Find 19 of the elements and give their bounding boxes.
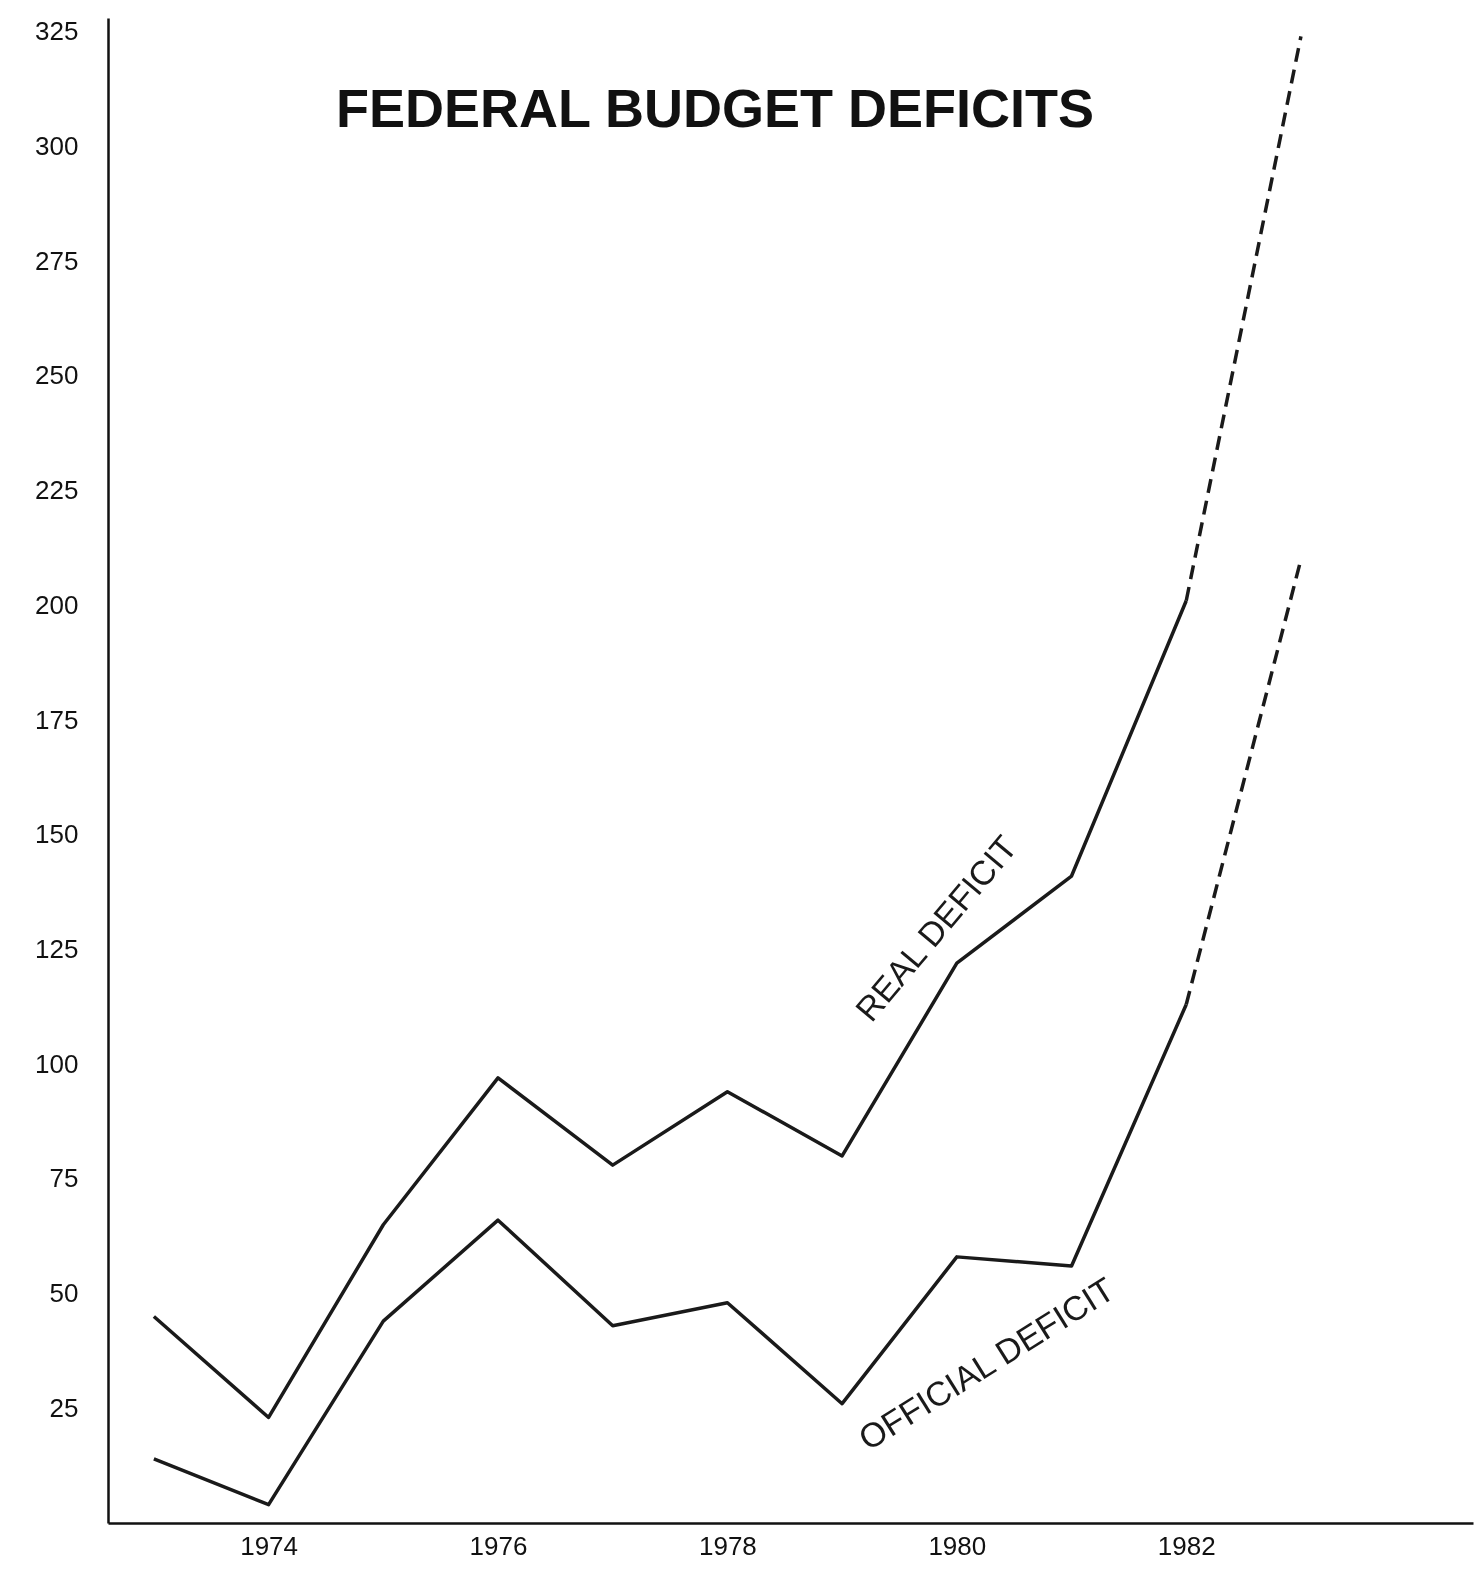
y-tick-label: 50 (49, 1278, 79, 1309)
y-tick-label: 75 (49, 1163, 79, 1194)
y-tick-label: 125 (35, 933, 79, 964)
text: FEDERAL BUDGET DEFICITS (336, 78, 1095, 138)
x-tick-label: 1982 (1157, 1530, 1216, 1561)
y-tick-label: 325 (35, 16, 79, 47)
x-tick-label: 1978 (698, 1530, 757, 1561)
y-tick-label: 275 (35, 245, 79, 276)
y-tick-label: 250 (35, 360, 79, 391)
y-tick-label: 175 (35, 704, 79, 735)
y-tick-label: 200 (35, 589, 79, 620)
x-tick-label: 1980 (928, 1530, 987, 1561)
x-tick-label: 1974 (240, 1530, 299, 1561)
x-tick-label: 1976 (469, 1530, 528, 1561)
y-tick-label: 100 (35, 1048, 79, 1079)
y-tick-label: 150 (35, 819, 79, 850)
y-tick-label: 225 (35, 475, 79, 506)
y-tick-label: 25 (49, 1392, 79, 1423)
y-tick-label: 300 (35, 130, 79, 161)
